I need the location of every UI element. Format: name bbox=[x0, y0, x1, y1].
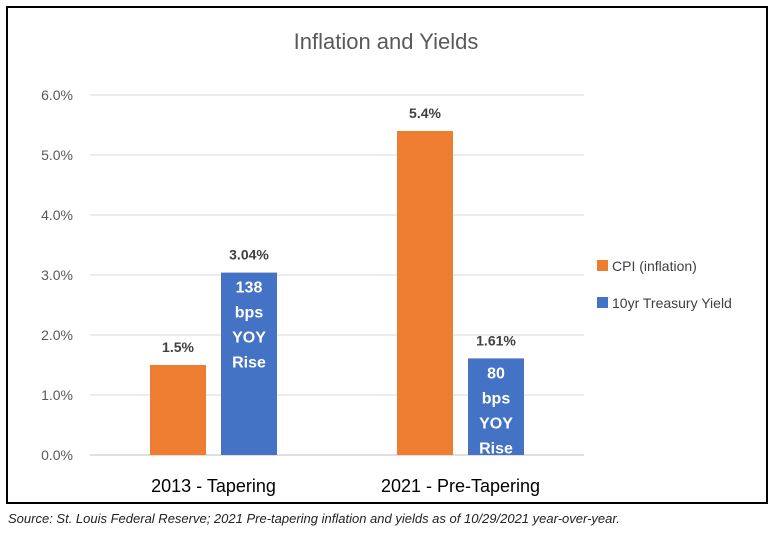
legend-swatch bbox=[597, 297, 608, 308]
bar-annotation: 80 bbox=[487, 365, 505, 382]
legend-label: CPI (inflation) bbox=[612, 258, 697, 274]
bar-annotation: YOY bbox=[232, 330, 266, 347]
x-tick-label: 2021 - Pre-Tapering bbox=[381, 476, 540, 496]
y-tick-label: 5.0% bbox=[41, 147, 73, 163]
bar bbox=[150, 365, 206, 455]
chart-frame bbox=[6, 6, 768, 504]
source-note: Source: St. Louis Federal Reserve; 2021 … bbox=[8, 511, 620, 526]
bar-annotation: 138 bbox=[236, 280, 263, 297]
bar-annotation: YOY bbox=[479, 415, 513, 432]
y-tick-label: 3.0% bbox=[41, 267, 73, 283]
bar-annotation: bps bbox=[235, 305, 264, 322]
data-label: 5.4% bbox=[409, 105, 441, 121]
y-tick-label: 1.0% bbox=[41, 387, 73, 403]
y-tick-label: 0.0% bbox=[41, 447, 73, 463]
legend-swatch bbox=[597, 260, 608, 271]
y-tick-label: 4.0% bbox=[41, 207, 73, 223]
data-label: 1.61% bbox=[476, 332, 516, 348]
chart: Inflation and Yields 0.0% 1.0% 2.0% 3.0% 4.0… bbox=[41, 29, 732, 496]
x-tick-label: 2013 - Tapering bbox=[151, 476, 276, 496]
y-tick-label: 2.0% bbox=[41, 327, 73, 343]
bar bbox=[397, 131, 453, 455]
legend-label: 10yr Treasury Yield bbox=[612, 295, 732, 311]
y-tick-label: 6.0% bbox=[41, 87, 73, 103]
data-label: 1.5% bbox=[162, 339, 194, 355]
data-label: 3.04% bbox=[229, 247, 269, 263]
bar bbox=[221, 272, 277, 455]
bar-annotation: bps bbox=[482, 390, 511, 407]
bar-annotation: Rise bbox=[479, 440, 513, 457]
bar-annotation: Rise bbox=[232, 355, 266, 372]
chart-title: Inflation and Yields bbox=[294, 29, 479, 54]
bar bbox=[468, 358, 524, 455]
